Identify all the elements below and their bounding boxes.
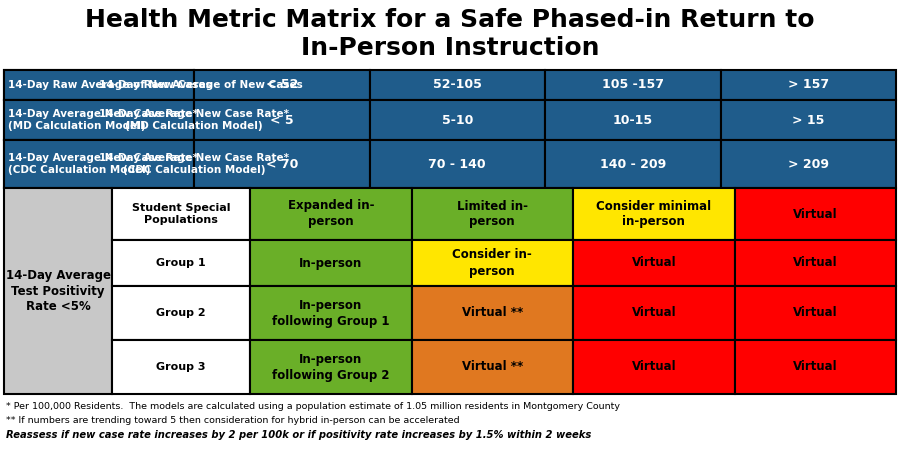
Bar [734,286,896,340]
Text: Virtual: Virtual [793,256,838,269]
Bar [194,100,370,140]
Text: Reassess if new case rate increases by 2 per 100k or if positivity rate increase: Reassess if new case rate increases by 2… [6,430,591,440]
Bar [194,70,370,100]
Text: Virtual **: Virtual ** [462,307,523,320]
Bar [4,100,194,140]
Bar [411,340,573,394]
Bar [250,286,411,340]
Bar [545,70,721,100]
Text: < 70: < 70 [266,158,298,171]
Text: < 52: < 52 [266,79,298,92]
Text: 14-Day Average New Case Rate*
(MD Calculation Model): 14-Day Average New Case Rate* (MD Calcul… [8,109,198,131]
Bar [112,286,250,340]
Bar [721,100,896,140]
Text: 14-Day Average
Test Positivity
Rate <5%: 14-Day Average Test Positivity Rate <5% [5,269,111,313]
Text: 70 - 140: 70 - 140 [428,158,486,171]
Bar [573,188,734,240]
Bar [4,188,112,394]
Bar [721,70,896,100]
Bar [573,240,734,286]
Text: 5-10: 5-10 [442,114,472,127]
Text: Virtual **: Virtual ** [462,361,523,374]
Bar [721,140,896,188]
Text: Virtual: Virtual [793,307,838,320]
Bar [112,188,250,240]
Text: < 5: < 5 [270,114,293,127]
Bar [370,100,545,140]
Bar [545,140,721,188]
Text: Virtual: Virtual [793,207,838,220]
Text: Group 2: Group 2 [157,308,206,318]
Text: Consider minimal
in-person: Consider minimal in-person [596,199,711,229]
Text: 14-Day Raw Average of New Cases: 14-Day Raw Average of New Cases [99,80,302,90]
Bar [545,100,721,140]
Text: 14-Day Raw Average of New Cases: 14-Day Raw Average of New Cases [8,80,211,90]
Text: ** If numbers are trending toward 5 then consideration for hybrid in-person can : ** If numbers are trending toward 5 then… [6,416,460,425]
Text: Virtual: Virtual [632,361,676,374]
Text: Limited in-
person: Limited in- person [456,199,527,229]
Bar [4,140,194,188]
Text: 14-Day Average New Case Rate*
(CDC Calculation Model): 14-Day Average New Case Rate* (CDC Calcu… [99,153,289,175]
Bar [4,70,194,100]
Text: > 157: > 157 [788,79,829,92]
Bar [573,340,734,394]
Bar [4,140,194,188]
Text: > 209: > 209 [788,158,829,171]
Bar [194,140,370,188]
Text: Group 3: Group 3 [157,362,206,372]
Bar [734,188,896,240]
Text: Student Special
Populations: Student Special Populations [131,203,230,225]
Text: 14-Day Average New Case Rate*
(CDC Calculation Model): 14-Day Average New Case Rate* (CDC Calcu… [8,153,198,175]
Bar [250,240,411,286]
Text: Health Metric Matrix for a Safe Phased-in Return to
In-Person Instruction: Health Metric Matrix for a Safe Phased-i… [86,8,814,60]
Bar [112,240,250,286]
Text: * Per 100,000 Residents.  The models are calculated using a population estimate : * Per 100,000 Residents. The models are … [6,402,620,411]
Text: 14-Day Average New Case Rate*
(MD Calculation Model): 14-Day Average New Case Rate* (MD Calcul… [99,109,289,131]
Text: 140 - 209: 140 - 209 [599,158,666,171]
Bar [411,286,573,340]
Text: 52-105: 52-105 [433,79,482,92]
Bar [411,240,573,286]
Text: Consider in-
person: Consider in- person [453,248,532,277]
Bar [250,188,411,240]
Bar [734,340,896,394]
Text: Virtual: Virtual [632,307,676,320]
Bar [734,240,896,286]
Bar [370,70,545,100]
Text: In-person
following Group 2: In-person following Group 2 [272,352,390,382]
Bar [250,340,411,394]
Bar [112,340,250,394]
Bar [411,188,573,240]
Text: In-person: In-person [299,256,363,269]
Bar [370,140,545,188]
Bar [4,70,194,100]
Text: 10-15: 10-15 [613,114,652,127]
Text: > 15: > 15 [792,114,824,127]
Bar [4,100,194,140]
Text: Virtual: Virtual [632,256,676,269]
Text: Virtual: Virtual [793,361,838,374]
Text: 105 -157: 105 -157 [602,79,664,92]
Text: Expanded in-
person: Expanded in- person [287,199,374,229]
Text: Group 1: Group 1 [157,258,206,268]
Text: In-person
following Group 1: In-person following Group 1 [272,299,390,327]
Bar [573,286,734,340]
